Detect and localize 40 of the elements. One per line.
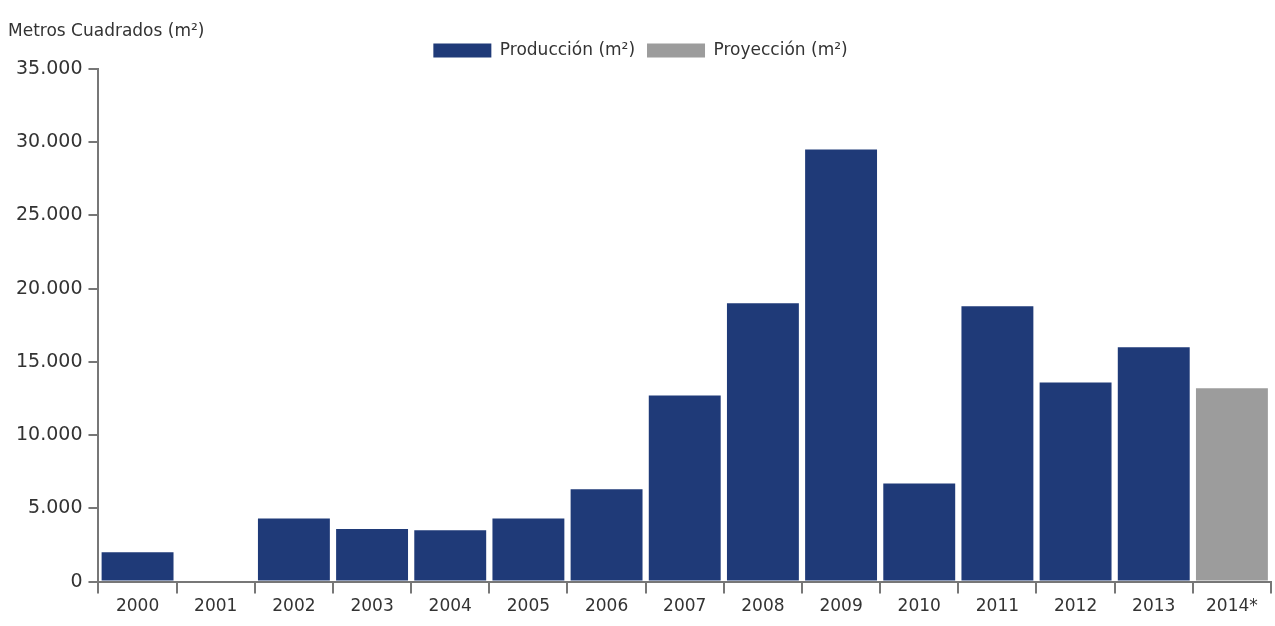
x-tick-label: 2012: [1053, 595, 1098, 616]
bar: [492, 518, 565, 581]
bar: [883, 483, 956, 581]
y-tick-label: 30.000: [16, 129, 83, 152]
x-tick-label: 2009: [819, 595, 863, 616]
y-tick-label: 0: [70, 568, 83, 591]
y-tick-label: 35.000: [16, 55, 83, 78]
bar: [570, 489, 643, 581]
x-tick-label: 2014*: [1206, 595, 1258, 616]
bar: [336, 528, 409, 581]
bar: [726, 303, 799, 581]
y-tick-label: 10.000: [16, 422, 83, 445]
x-tick-label: 2007: [663, 595, 707, 616]
x-tick-label: 2005: [506, 595, 551, 616]
legend-label: Proyección (m²): [713, 38, 848, 59]
x-tick-label: 2013: [1132, 595, 1176, 616]
x-tick-label: 2011: [975, 595, 1020, 616]
x-tick-label: 2002: [272, 595, 316, 616]
y-tick-label: 5.000: [28, 495, 83, 518]
x-tick-label: 2003: [350, 595, 394, 616]
y-axis-title: Metros Cuadrados (m²): [8, 20, 205, 40]
x-tick-label: 2010: [897, 595, 941, 616]
bar: [1117, 347, 1190, 581]
bar: [648, 395, 721, 581]
x-tick-label: 2008: [741, 595, 785, 616]
x-tick-label: 2000: [115, 595, 160, 616]
bar: [1195, 388, 1268, 581]
x-tick-label: 2004: [428, 595, 472, 616]
bar: [961, 306, 1034, 581]
bar: [101, 552, 174, 581]
legend-label: Producción (m²): [499, 38, 636, 59]
bar: [257, 518, 330, 581]
y-tick-label: 25.000: [16, 202, 83, 225]
x-tick-label: 2001: [194, 595, 238, 616]
bar: [1039, 382, 1112, 581]
bar: [414, 530, 487, 581]
y-tick-label: 15.000: [16, 348, 83, 371]
bar: [805, 149, 878, 581]
x-tick-label: 2006: [584, 595, 629, 616]
y-tick-label: 20.000: [16, 275, 83, 298]
